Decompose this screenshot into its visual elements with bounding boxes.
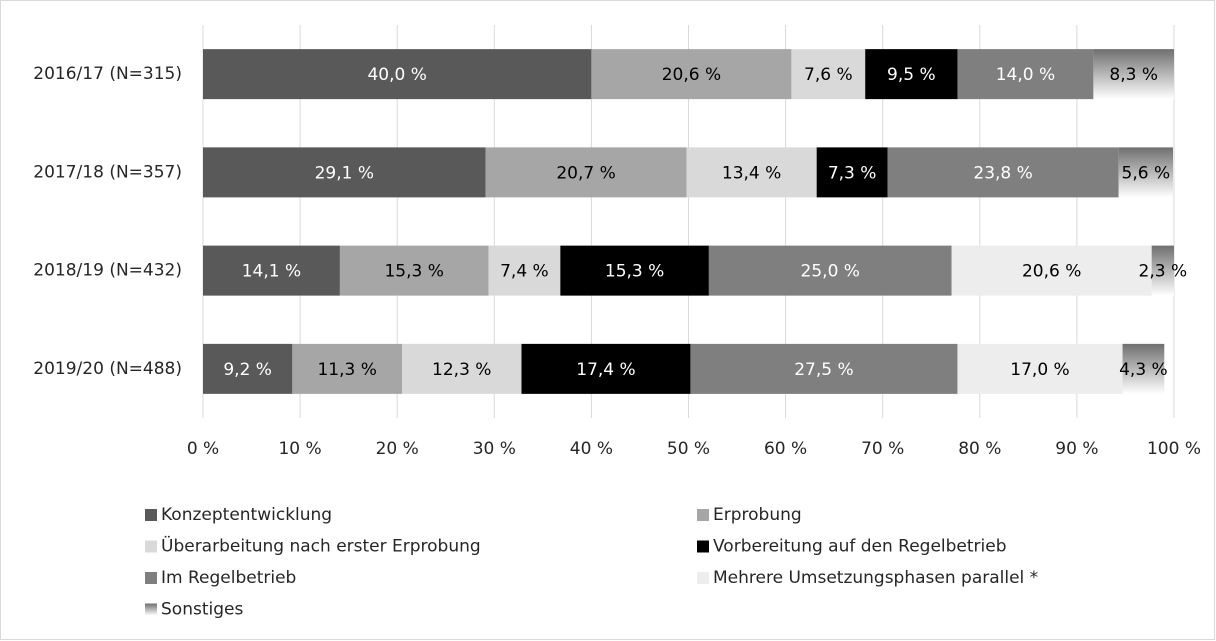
- bar-segment: [951, 245, 1152, 296]
- value-label: 7,3 %: [828, 163, 877, 183]
- value-label: 20,6 %: [1022, 262, 1081, 282]
- legend-swatch: [697, 509, 709, 521]
- value-label: 2,3 %: [1139, 262, 1188, 282]
- value-label: 25,0 %: [801, 262, 860, 282]
- bar-segment: [292, 343, 403, 394]
- x-tick-label: 60 %: [764, 439, 807, 459]
- value-label: 15,3 %: [605, 262, 664, 282]
- bar-segment: [791, 49, 866, 100]
- bar-segment: [957, 343, 1123, 394]
- bar-segment: [690, 343, 958, 394]
- value-label: 29,1 %: [315, 163, 374, 183]
- value-label: 14,1 %: [242, 262, 301, 282]
- x-tick-label: 100 %: [1147, 439, 1201, 459]
- x-tick-label: 20 %: [376, 439, 419, 459]
- bar-segment: [485, 147, 687, 198]
- x-tick-label: 0 %: [187, 439, 219, 459]
- value-label: 7,6 %: [804, 65, 853, 85]
- value-label: 17,0 %: [1010, 360, 1069, 380]
- legend-label: Überarbeitung nach erster Erprobung: [161, 535, 481, 557]
- legend-label: Vorbereitung auf den Regelbetrieb: [713, 537, 1007, 557]
- y-tick-label: 2019/20 (N=488): [33, 359, 182, 379]
- bar-segment: [203, 49, 592, 100]
- legend-label: Mehrere Umsetzungsphasen parallel *: [713, 568, 1038, 588]
- bar-segment: [203, 343, 293, 394]
- bar-segment: [1122, 343, 1165, 394]
- value-label: 4,3 %: [1119, 360, 1168, 380]
- bar-segment: [591, 49, 792, 100]
- x-tick-label: 10 %: [278, 439, 321, 459]
- value-label: 15,3 %: [384, 262, 443, 282]
- value-label: 23,8 %: [973, 163, 1032, 183]
- bar-segment: [203, 245, 340, 296]
- value-label: 17,4 %: [576, 360, 635, 380]
- legend-label: Sonstiges: [161, 600, 243, 620]
- bar-segment: [957, 49, 1094, 100]
- bar-segment: [1151, 245, 1174, 296]
- bar-segment: [1118, 147, 1174, 198]
- x-tick-label: 40 %: [570, 439, 613, 459]
- legend-swatch: [697, 540, 709, 553]
- legend-swatch: [697, 572, 709, 584]
- x-tick-label: 30 %: [473, 439, 516, 459]
- value-label: 12,3 %: [432, 360, 491, 380]
- bar-segment: [865, 49, 958, 100]
- value-label: 11,3 %: [317, 360, 376, 380]
- x-tick-label: 80 %: [958, 439, 1001, 459]
- bar-segment: [203, 147, 486, 198]
- bar-segment: [887, 147, 1119, 198]
- value-label: 20,7 %: [556, 163, 615, 183]
- bar-segment: [560, 245, 709, 296]
- bar-segment: [521, 343, 691, 394]
- x-tick-label: 50 %: [667, 439, 710, 459]
- value-label: 9,2 %: [223, 360, 272, 380]
- bar-segment: [686, 147, 817, 198]
- legend-label: Konzeptentwicklung: [161, 505, 332, 525]
- bar-segment: [488, 245, 561, 296]
- value-label: 20,6 %: [662, 65, 721, 85]
- x-tick-label: 90 %: [1055, 439, 1098, 459]
- legend-label: Im Regelbetrieb: [161, 568, 296, 588]
- value-label: 14,0 %: [996, 65, 1055, 85]
- value-label: 7,4 %: [500, 262, 549, 282]
- value-label: 5,6 %: [1122, 163, 1171, 183]
- y-tick-label: 2017/18 (N=357): [33, 162, 182, 182]
- legend-swatch: [145, 603, 157, 616]
- y-tick-label: 2016/17 (N=315): [33, 64, 182, 84]
- bar-segment: [339, 245, 489, 296]
- value-label: 27,5 %: [794, 360, 853, 380]
- y-tick-label: 2018/19 (N=432): [33, 261, 182, 281]
- legend-label: Erprobung: [713, 505, 802, 525]
- legend-swatch: [145, 572, 157, 584]
- bar-segment: [402, 343, 522, 394]
- bar-segment: [816, 147, 888, 198]
- bar-segment: [708, 245, 952, 296]
- legend-swatch: [145, 540, 157, 553]
- value-label: 8,3 %: [1109, 65, 1158, 85]
- x-tick-label: 70 %: [861, 439, 904, 459]
- value-label: 9,5 %: [887, 65, 936, 85]
- bar-segment: [1093, 49, 1174, 100]
- legend-swatch: [145, 509, 157, 521]
- value-label: 40,0 %: [367, 65, 426, 85]
- value-label: 13,4 %: [722, 163, 781, 183]
